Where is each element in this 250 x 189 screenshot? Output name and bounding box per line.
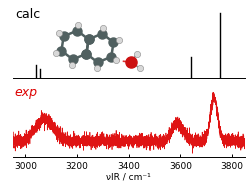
X-axis label: νIR / cm⁻¹: νIR / cm⁻¹ xyxy=(106,172,151,181)
Text: exp: exp xyxy=(15,86,38,99)
Text: calc: calc xyxy=(15,8,40,21)
